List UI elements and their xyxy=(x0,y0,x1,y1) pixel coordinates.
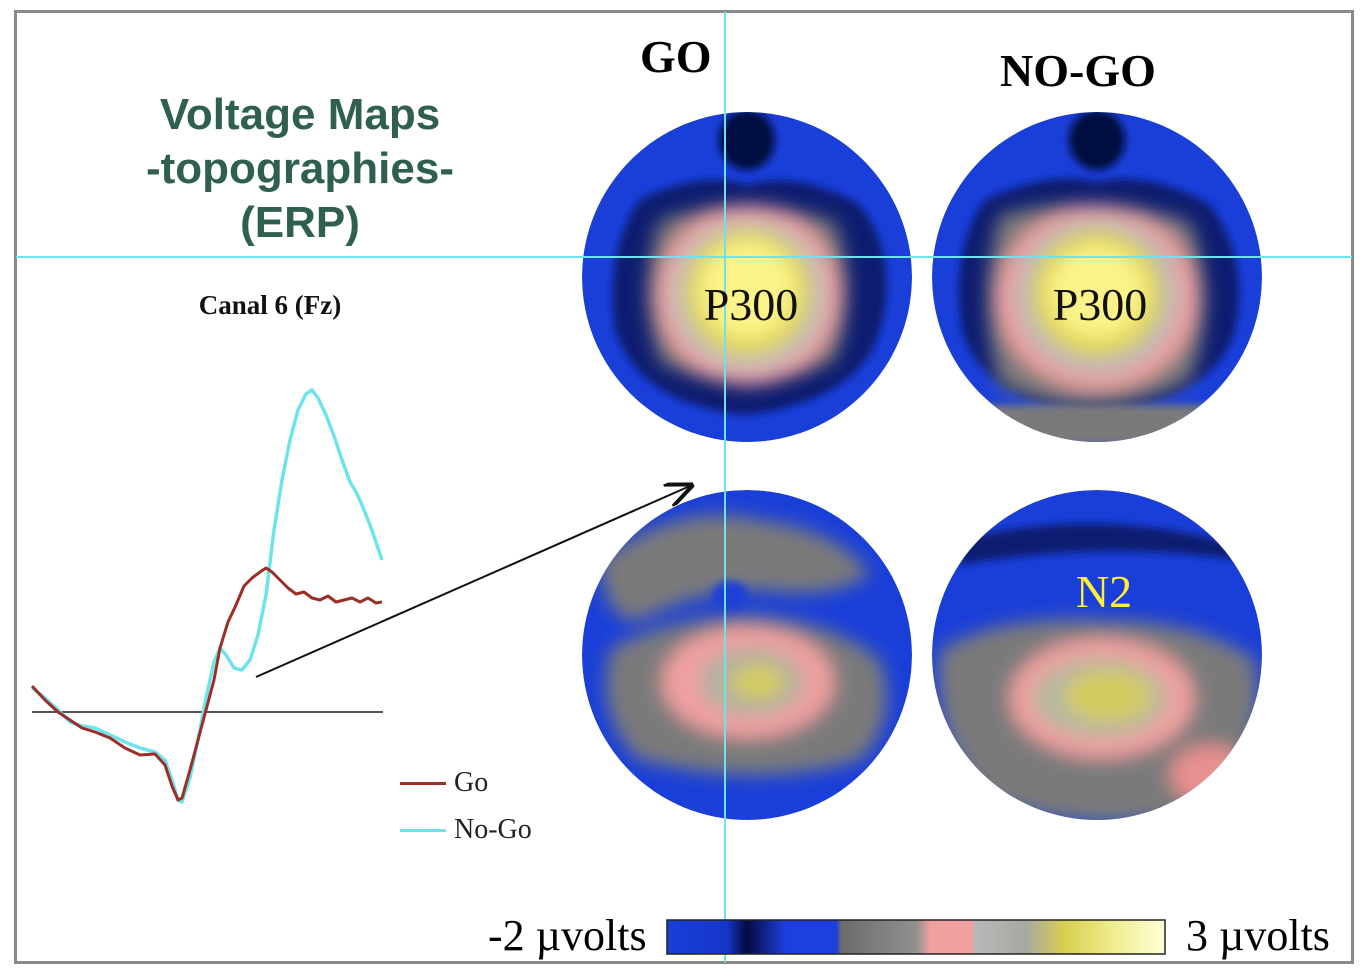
nogo-waveform xyxy=(30,388,384,804)
label-p300-nogo: P300 xyxy=(1053,279,1148,330)
map-go-bottom xyxy=(582,490,912,820)
legend-swatch-go xyxy=(400,781,446,785)
erp-waveform-plot xyxy=(30,388,700,804)
legend-swatch-nogo xyxy=(400,828,446,832)
legend-label-go: Go xyxy=(454,767,489,798)
title-line-2: -topographies- xyxy=(146,144,454,193)
column-header-go: GO xyxy=(640,31,712,82)
label-n2-nogo: N2 xyxy=(1076,566,1132,617)
map-nogo-top xyxy=(932,112,1262,442)
colorbar-min-label: -2 µvolts xyxy=(488,911,647,960)
legend-item-nogo: No-Go xyxy=(400,814,532,845)
legend-item-go: Go xyxy=(400,767,489,798)
pointer-arrow xyxy=(255,486,690,678)
title-line-3: (ERP) xyxy=(240,198,360,247)
go-waveform xyxy=(30,566,383,802)
colorbar-max-label: 3 µvolts xyxy=(1186,911,1330,960)
map-go-top xyxy=(582,112,912,442)
figure-title: Voltage Maps -topographies- (ERP) xyxy=(90,88,510,250)
figure-border xyxy=(14,10,1354,964)
channel-label: Canal 6 (Fz) xyxy=(198,290,342,320)
column-header-nogo: NO-GO xyxy=(1000,45,1156,96)
title-line-1: Voltage Maps xyxy=(159,90,441,139)
colorbar xyxy=(666,919,1166,955)
map-nogo-bottom xyxy=(932,490,1262,820)
label-p300-go: P300 xyxy=(704,279,799,330)
legend-label-nogo: No-Go xyxy=(454,814,532,845)
